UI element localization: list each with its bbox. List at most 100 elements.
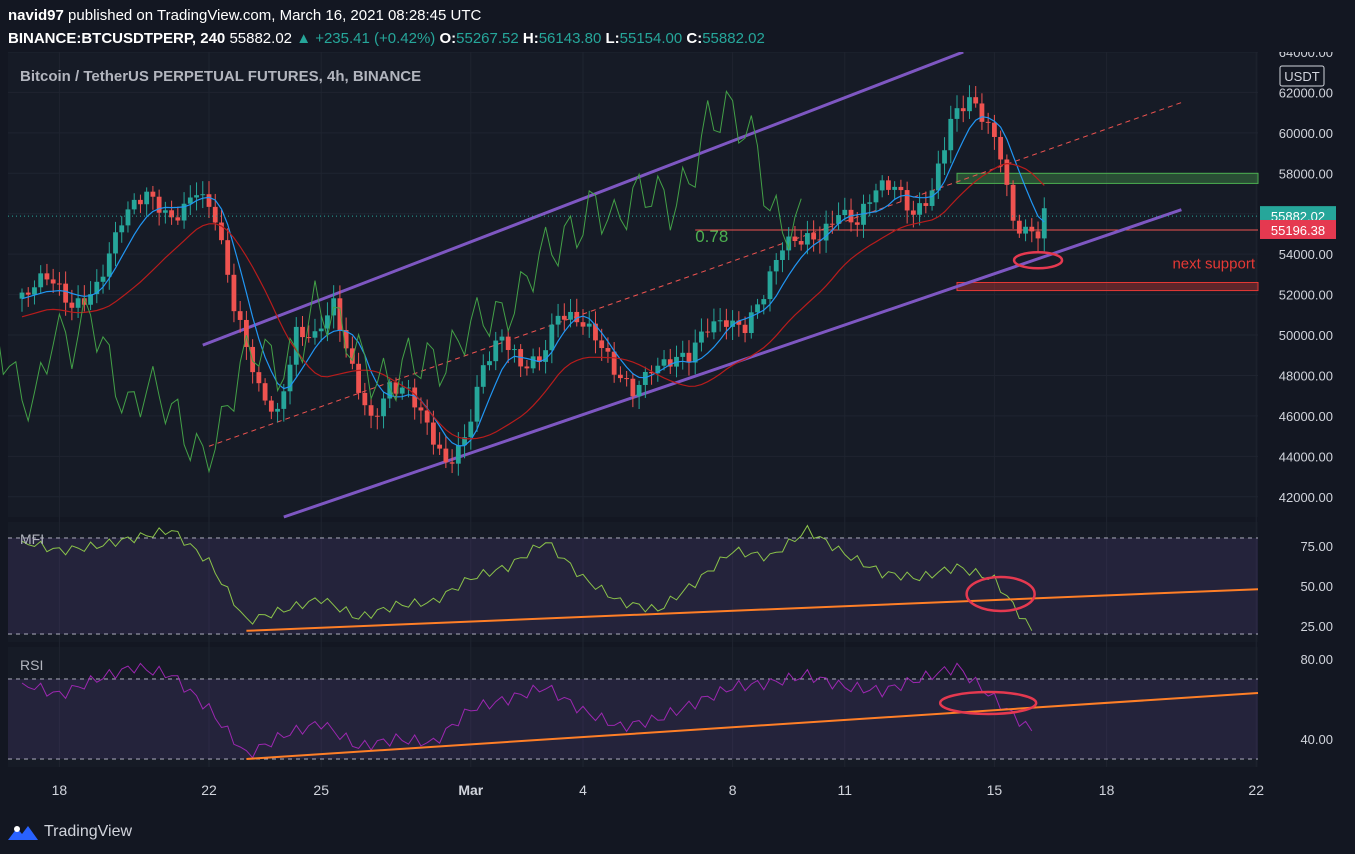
mfi-label: MFI (20, 531, 44, 547)
high-value: 56143.80 (538, 30, 602, 47)
candle-body (44, 273, 50, 280)
candle-body (150, 191, 156, 197)
channel-upper-line (202, 50, 964, 347)
candle-body (275, 408, 280, 412)
candle-body (942, 150, 947, 164)
candle-body (362, 392, 368, 406)
candle-body (723, 320, 729, 327)
candle-body (605, 348, 611, 352)
y-tick-label: 64000.00 (1279, 52, 1333, 60)
candle-body (549, 324, 555, 351)
mfi-tick-label: 75.00 (1300, 539, 1333, 554)
candle-body (156, 196, 162, 213)
rsi-tick-label: 40.00 (1300, 732, 1333, 747)
x-tick-label: 15 (987, 782, 1003, 798)
candle-body (917, 203, 922, 215)
next-support-label: next support (1172, 255, 1255, 272)
x-tick-label: 18 (52, 782, 68, 798)
last-price: 55882.02 (229, 30, 293, 47)
mfi-line (21, 524, 1033, 631)
candle-body (175, 217, 181, 221)
candle-body (225, 240, 231, 275)
candle-body (985, 121, 991, 123)
candle-body (680, 352, 686, 357)
candle-body (561, 315, 567, 320)
candle-body (268, 400, 274, 412)
time-axis[interactable] (8, 772, 1258, 807)
candle-body (823, 223, 829, 241)
candle-body (200, 194, 206, 196)
candle-body (499, 336, 505, 341)
chart-area[interactable]: 0.78 next support 18 22 25 Mar 4 8 11 15 18 22 4200… (0, 45, 1355, 812)
ohlc-bar: BINANCE:BTCUSDTPERP, 240 55882.02 ▲ +235… (8, 30, 765, 47)
candle-body (736, 320, 742, 325)
fib-ratio-label: 0.78 (695, 227, 728, 246)
candle-body (356, 363, 361, 393)
y-tick-label: 60000.00 (1279, 126, 1333, 141)
candle-body (138, 199, 143, 205)
candle-body (667, 359, 673, 367)
candle-body (144, 191, 150, 205)
mfi-trend-line (246, 588, 1259, 632)
candle-body (325, 315, 330, 329)
candle-body (892, 186, 898, 190)
candle-body (692, 342, 698, 363)
y-tick-label: 48000.00 (1279, 368, 1333, 383)
symbol-label: BINANCE:BTCUSDTPERP, 240 (8, 30, 226, 47)
footer-brand[interactable]: TradingView (8, 820, 132, 844)
candle-body (910, 210, 916, 215)
candle-body (462, 437, 467, 446)
candle-body (194, 195, 199, 198)
candle-body (730, 320, 735, 327)
y-tick-label: 62000.00 (1279, 85, 1333, 100)
candle-body (979, 103, 985, 122)
candle-body (106, 253, 112, 277)
candle-body (636, 384, 642, 397)
candle-body (25, 292, 31, 295)
y-tick-label: 54000.00 (1279, 247, 1333, 262)
candle-body (493, 340, 499, 362)
publish-info: navid97 published on TradingView.com, Ma… (8, 7, 481, 24)
candle-body (487, 361, 492, 366)
candle-body (555, 315, 561, 325)
candle-body (954, 108, 960, 119)
candle-body (798, 241, 804, 245)
candle-body (1023, 226, 1028, 234)
candle-body (455, 445, 461, 464)
publish-text: published on TradingView.com, March 16, … (68, 7, 482, 24)
mfi-pane[interactable] (8, 522, 1258, 642)
candle-body (773, 259, 779, 272)
candle-body (886, 180, 891, 190)
rsi-band-fill (8, 679, 1258, 759)
candle-body (281, 391, 287, 409)
candle-body (169, 210, 174, 218)
candle-body (231, 274, 237, 312)
chart-svg[interactable]: 0.78 next support 18 22 25 Mar 4 8 11 15 18 22 4200… (0, 45, 1355, 812)
candle-body (306, 337, 312, 339)
candle-body (443, 448, 449, 463)
candle-body (536, 356, 542, 362)
candle-body (449, 462, 455, 464)
close-value: 55882.02 (702, 30, 765, 47)
candle-body (88, 294, 93, 305)
open-label: O: (439, 30, 457, 47)
candle-body (113, 232, 118, 254)
tenkan-line (21, 116, 1045, 447)
candle-body (244, 319, 249, 347)
brand-name: TradingView (44, 823, 133, 840)
x-tick-label: 4 (579, 782, 587, 798)
currency-badge (1279, 65, 1325, 87)
candle-body (854, 222, 860, 225)
candle-body (381, 398, 386, 417)
author-name[interactable]: navid97 (8, 7, 64, 24)
candle-body (431, 422, 436, 445)
x-tick-label: 22 (201, 782, 217, 798)
candle-body (929, 190, 935, 206)
candle-body (705, 331, 711, 333)
candle-body (761, 299, 767, 305)
candle-body (237, 311, 243, 320)
candle-body (206, 194, 212, 207)
candle-body (599, 340, 605, 349)
x-tick-label: 25 (313, 782, 329, 798)
chikou-line (0, 90, 802, 474)
